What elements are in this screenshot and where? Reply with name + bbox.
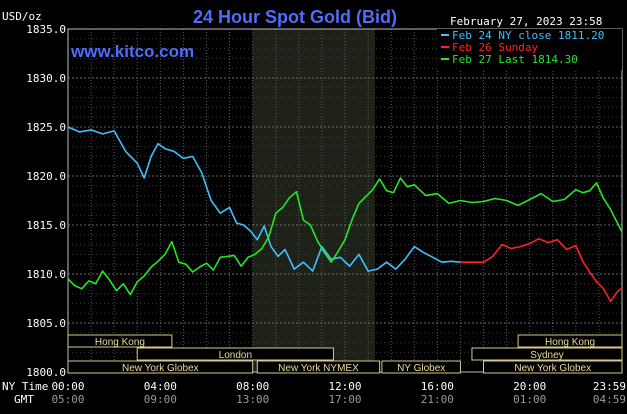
session-box [136,347,334,361]
series-line [460,237,623,303]
x-tick-label-gmt: 04:59 [593,393,626,406]
legend-entry: Feb 27 Last 1814.30 [452,53,578,66]
y-tick-label: 1815.0 [26,219,66,232]
ny-time-row-label: NY Time [2,380,48,393]
session-box [471,347,623,361]
session-box [67,334,173,348]
price-series [67,126,623,303]
session-label: Sydney [530,350,563,361]
session-label: Hong Kong [95,337,145,348]
session-label: NY Globex [397,363,445,374]
date-label: February 27, 2023 23:58 [450,15,602,28]
x-tick-label-gmt: 01:00 [513,393,546,406]
series-line [67,177,623,296]
y-tick-label: 1825.0 [26,121,66,134]
x-tick-label-ny: 04:00 [144,380,177,393]
y-tick-label: 1820.0 [26,170,66,183]
x-tick-label-gmt: 21:00 [421,393,454,406]
x-tick-label-ny: 20:00 [513,380,546,393]
x-tick-label-ny: 12:00 [328,380,361,393]
legend-entry: Feb 26 Sunday [452,41,538,54]
y-tick-label: 1800.0 [26,366,66,379]
gmt-row-label: GMT [14,393,34,406]
x-tick-label-ny: 23:59 [593,380,626,393]
session-box [483,360,623,374]
x-tick-label-ny: 00:00 [51,380,84,393]
y-tick-label: 1835.0 [26,23,66,36]
session-box [256,360,381,374]
session-box [67,360,254,374]
y-tick-label: 1830.0 [26,72,66,85]
x-tick-label-ny: 16:00 [421,380,454,393]
session-label: New York NYMEX [278,363,359,374]
nymex-highlight-band [252,29,376,372]
y-tick-label: 1805.0 [26,317,66,330]
legend-background [437,29,622,70]
website-label: www.kitco.com [70,42,194,61]
series-line [67,126,461,272]
market-sessions: Hong Kong London New York Globex New York N… [67,334,623,374]
session-box [381,360,461,374]
session-label: New York Globex [122,363,199,374]
x-tick-label-ny: 08:00 [236,380,269,393]
x-tick-label-gmt: 09:00 [144,393,177,406]
y-tick-labels: 1835.0 1830.0 1825.0 1820.0 1815.0 1810.0 1805… [26,23,66,379]
chart-title: 24 Hour Spot Gold (Bid) [193,7,397,27]
y-tick-label: 1810.0 [26,268,66,281]
session-label: New York Globex [514,363,591,374]
legend-entry: Feb 24 NY close 1811.20 [452,29,604,42]
session-box [517,334,623,348]
session-label: London [219,350,252,361]
x-tick-label-gmt: 13:00 [236,393,269,406]
session-label: Hong Kong [545,337,595,348]
y-axis-unit: USD/oz [2,10,42,23]
x-tick-label-gmt: 17:00 [328,393,361,406]
x-tick-label-gmt: 05:00 [51,393,84,406]
